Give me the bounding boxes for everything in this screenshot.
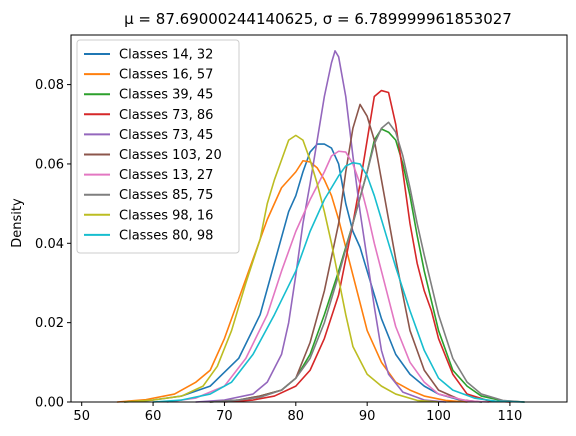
legend-box — [76, 39, 240, 254]
x-tick-label: 80 — [288, 409, 305, 424]
series-line-2 — [116, 159, 468, 403]
legend-entry: Classes 16, 57 — [119, 68, 213, 83]
chart-title: μ = 87.69000244140625, σ = 6.78999996185… — [124, 10, 512, 28]
legend-entry: Classes 13, 27 — [119, 168, 213, 183]
x-tick-label: 100 — [426, 409, 451, 424]
plot-frame — [70, 34, 568, 403]
x-tick-label: 50 — [73, 409, 90, 424]
legend-entry: Classes 80, 98 — [119, 228, 213, 243]
y-tick-label: 0.04 — [35, 237, 64, 252]
legend-entry: Classes 85, 75 — [119, 188, 213, 203]
series-line-5 — [195, 50, 447, 403]
x-tick-label: 90 — [359, 409, 376, 424]
series-line-10 — [152, 161, 525, 403]
legend-entry: Classes 14, 32 — [119, 48, 213, 63]
series-line-8 — [209, 121, 525, 403]
legend-entry: Classes 98, 16 — [119, 208, 213, 223]
series-line-4 — [223, 89, 511, 403]
y-tick-label: 0.02 — [35, 316, 64, 331]
x-tick-label: 110 — [497, 409, 522, 424]
legend-entry: Classes 73, 45 — [119, 128, 213, 143]
y-tick-label: 0.06 — [35, 157, 64, 172]
y-tick-label: 0.08 — [35, 78, 64, 93]
y-axis-label: Density — [10, 198, 25, 248]
x-tick-label: 60 — [145, 409, 162, 424]
y-tick-label: 0.00 — [35, 396, 64, 411]
series-line-9 — [123, 134, 440, 403]
legend-entry: Classes 39, 45 — [119, 88, 213, 103]
legend: Classes 14, 32 Classes 16, 57 Classes 39, … — [76, 39, 240, 254]
series-line-7 — [166, 150, 490, 403]
series-line-1 — [123, 143, 483, 403]
plot-lines — [116, 50, 525, 403]
legend-entry: Classes 103, 20 — [119, 148, 222, 163]
legend-entry: Classes 73, 86 — [119, 108, 213, 123]
x-tick-label: 70 — [216, 409, 233, 424]
axis-ticks: 50 60 70 80 90 100 110 0.00 0.02 0.04 0.06 0.08 — [35, 78, 522, 424]
